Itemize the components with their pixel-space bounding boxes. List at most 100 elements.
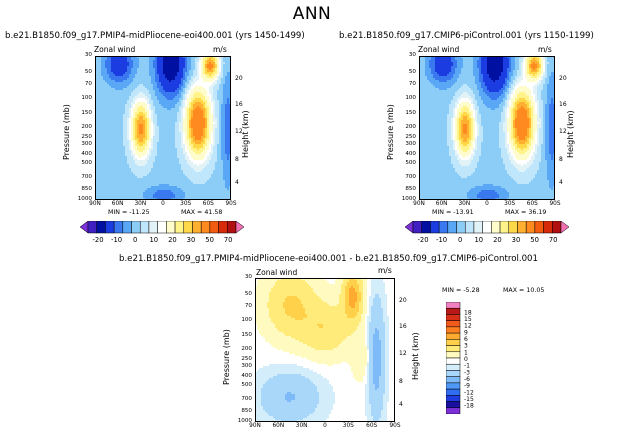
height-tick-label: 20 [235, 75, 243, 83]
y-tick-label: 1000 [77, 196, 92, 202]
colorbar-swatch [456, 221, 466, 234]
panel3-max: MAX = 10.05 [503, 287, 545, 294]
colorbar-swatch [446, 357, 461, 365]
x-tick-label: 90S [549, 201, 561, 207]
colorbar-label: 70 [549, 236, 558, 244]
y-tick-label: 850 [241, 407, 252, 414]
height-tick-label: 12 [235, 128, 243, 136]
y-tick-label: 150 [405, 109, 416, 116]
y-tick-label: 70 [244, 302, 252, 309]
colorbar-label: 50 [205, 236, 214, 244]
colorbar-label: 30 [187, 236, 196, 244]
height-tick-label: 8 [235, 155, 239, 163]
colorbar-swatch [464, 221, 475, 234]
panel3-right-label: Height (km) [411, 332, 420, 380]
panel3-min: MIN = -5.28 [442, 287, 480, 294]
colorbar-swatch [87, 221, 97, 234]
y-tick-label: 700 [405, 174, 416, 181]
y-tick-label: 1000 [237, 418, 252, 424]
colorbar-swatch [446, 407, 461, 414]
colorbar-label: 0 [464, 356, 468, 363]
y-tick-label: 300 [81, 141, 92, 148]
height-tick-label: 4 [235, 178, 239, 186]
height-tick-label: 12 [399, 350, 407, 358]
y-tick-label: 70 [408, 80, 416, 87]
y-tick-label: 30 [84, 52, 92, 58]
x-tick-label: 30N [458, 201, 471, 207]
x-tick-label: 90N [89, 201, 101, 207]
panel2-units: m/s [538, 45, 552, 54]
colorbar-label: -1 [464, 363, 470, 370]
colorbar-swatch [96, 221, 106, 234]
panel2-right-label: Height (km) [566, 110, 575, 158]
colorbar-swatch [192, 221, 202, 234]
colorbar-label: 1 [464, 349, 468, 356]
height-tick-label: 16 [235, 100, 243, 108]
height-tick-label: 12 [559, 128, 567, 136]
colorbar-label: 20 [168, 236, 177, 244]
colorbar-swatch [438, 221, 449, 234]
colorbar-label: 6 [464, 336, 468, 343]
colorbar-label: -20 [417, 236, 428, 244]
colorbar-swatch [446, 395, 461, 402]
x-tick-label: 30S [180, 201, 192, 207]
panel3-title: b.e21.B1850.f09_g17.PMIP4-midPliocene-eo… [119, 254, 538, 264]
colorbar-swatch [446, 307, 461, 315]
x-tick-label: 60S [526, 201, 538, 207]
y-tick-label: 700 [241, 396, 252, 403]
x-tick-label: 30S [504, 201, 516, 207]
colorbar-swatch [499, 221, 510, 234]
colorbar-label: 0 [458, 236, 462, 244]
height-tick-label: 8 [399, 377, 403, 385]
colorbar-label: 10 [474, 236, 483, 244]
height-tick-label: 20 [559, 75, 567, 83]
colorbar-swatch [183, 221, 193, 234]
y-tick-label: 200 [81, 124, 92, 130]
colorbar-swatch [447, 221, 457, 234]
colorbar-end [235, 221, 244, 234]
x-tick-label: 60N [272, 423, 285, 429]
x-tick-label: 60N [111, 201, 124, 207]
colorbar-swatch [200, 221, 211, 234]
colorbar-swatch [508, 221, 518, 234]
colorbar-swatch [139, 221, 150, 234]
panel2-colorbar: -20 -10 0 10 20 30 50 70 [405, 221, 569, 244]
y-tick-label: 850 [81, 185, 92, 192]
colorbar-swatch [543, 221, 553, 234]
panel1-units: m/s [213, 45, 227, 54]
colorbar-label: 70 [224, 236, 233, 244]
panel3-units: m/s [378, 266, 392, 275]
panel2-title: b.e21.B1850.f09_g17.CMIP6-piControl.001 … [339, 31, 594, 41]
panel1-variable: Zonal wind [94, 45, 136, 54]
colorbar-end [560, 221, 569, 234]
colorbar-swatch [113, 221, 124, 234]
y-tick-label: 30 [408, 52, 416, 58]
y-tick-label: 1000 [401, 196, 416, 202]
y-tick-label: 50 [408, 69, 416, 76]
x-tick-label: 60N [435, 201, 448, 207]
colorbar-label: -10 [111, 236, 122, 244]
colorbar-swatch [421, 221, 431, 234]
colorbar-label: 50 [530, 236, 539, 244]
colorbar-swatch [227, 221, 237, 234]
colorbar-end [80, 221, 89, 234]
colorbar-swatch [446, 376, 461, 384]
panel3-ylabel: Pressure (mb) [222, 329, 231, 385]
colorbar-label: -20 [92, 236, 103, 244]
x-tick-label: 30N [134, 201, 147, 207]
colorbar-end [405, 221, 414, 234]
colorbar-label: 12 [464, 323, 472, 330]
y-tick-label: 700 [81, 174, 92, 181]
colorbar-swatch [209, 221, 219, 234]
colorbar-swatch [131, 221, 141, 234]
y-tick-label: 500 [81, 160, 92, 166]
panel1-ylabel: Pressure (mb) [62, 104, 71, 160]
colorbar-swatch [218, 221, 228, 234]
height-tick-label: 8 [559, 155, 563, 163]
colorbar-swatch [446, 370, 461, 377]
colorbar-swatch [166, 221, 176, 234]
y-tick-label: 50 [84, 69, 92, 76]
y-tick-label: 500 [241, 382, 252, 388]
height-tick-label: 4 [399, 400, 403, 408]
